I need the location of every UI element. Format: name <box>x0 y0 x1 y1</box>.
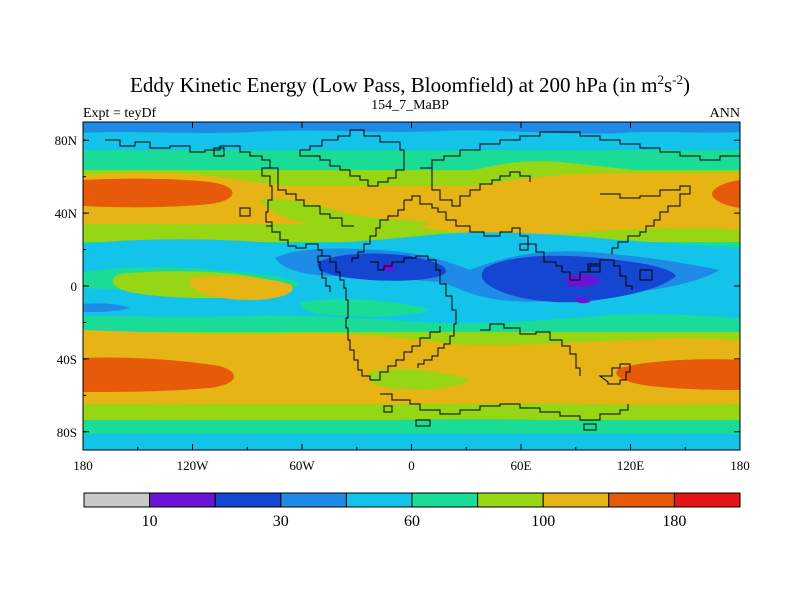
sh-green-africa <box>368 369 470 390</box>
center-label: 154_7_MaBP <box>371 98 449 113</box>
right-label: ANN <box>710 106 740 121</box>
colorbar-swatch <box>280 492 347 508</box>
x-tick-label: 120E <box>617 458 645 473</box>
colorbar-label: 30 <box>273 513 289 530</box>
tropical-min-3 <box>575 297 590 304</box>
y-tick-label: 0 <box>71 279 78 294</box>
y-axis: 80N 40N 0 40S 80S <box>55 133 740 440</box>
tropical-min-2 <box>565 274 600 288</box>
y-tick-label: 40N <box>55 206 78 221</box>
sh-green-band <box>83 419 740 434</box>
tropical-deep-blue-africa <box>317 253 447 281</box>
band-13 <box>83 434 740 450</box>
band-8 <box>83 314 740 332</box>
nh-orange-west <box>83 178 233 208</box>
x-tick-label: 120W <box>177 458 210 473</box>
colorbar-swatch <box>345 492 413 508</box>
colorbar-swatch <box>214 492 282 508</box>
x-tick-label: 180 <box>73 458 93 473</box>
y-tick-label: 40S <box>57 352 77 367</box>
coastlines <box>105 129 740 431</box>
x-tick-label: 60W <box>289 458 315 473</box>
colorbar-swatch <box>149 492 216 508</box>
sh-yellow-belt <box>83 330 740 407</box>
colorbar-swatch <box>542 492 610 508</box>
colorbar-label: 100 <box>531 513 555 530</box>
colorbar-swatch <box>83 492 151 508</box>
x-tick-label: 0 <box>408 458 415 473</box>
sh-orange-east <box>616 359 740 390</box>
band-2 <box>83 150 740 170</box>
tropical-yellow-west <box>190 276 293 300</box>
colorbar-swatch <box>673 492 741 508</box>
nh-yellow-belt <box>83 172 740 235</box>
map-area <box>82 121 741 451</box>
colorbar-label: 60 <box>404 513 420 530</box>
colorbar: 10 30 60 100 180 <box>83 492 741 530</box>
nh-green-land <box>260 199 430 231</box>
colorbar-swatch <box>477 492 544 508</box>
colorbar-label: 180 <box>662 513 686 530</box>
y-tick-label: 80N <box>55 133 78 148</box>
colorbar-swatch <box>411 492 479 508</box>
x-tick-label: 60E <box>511 458 532 473</box>
tropical-blue-edge <box>83 303 130 312</box>
x-tick-label: 180 <box>730 458 750 473</box>
left-label: Expt = teyDf <box>83 106 157 121</box>
tropical-green-mid <box>299 299 430 317</box>
x-axis: 180 120W 60W 0 60E 120E 180 <box>73 122 750 473</box>
sh-orange-west <box>83 357 234 392</box>
nh-orange-east <box>712 180 740 208</box>
colorbar-label: 10 <box>142 513 158 530</box>
y-tick-label: 80S <box>57 425 77 440</box>
chart-title: Eddy Kinetic Energy (Low Pass, Bloomfiel… <box>130 72 690 97</box>
colorbar-swatch <box>608 492 675 508</box>
